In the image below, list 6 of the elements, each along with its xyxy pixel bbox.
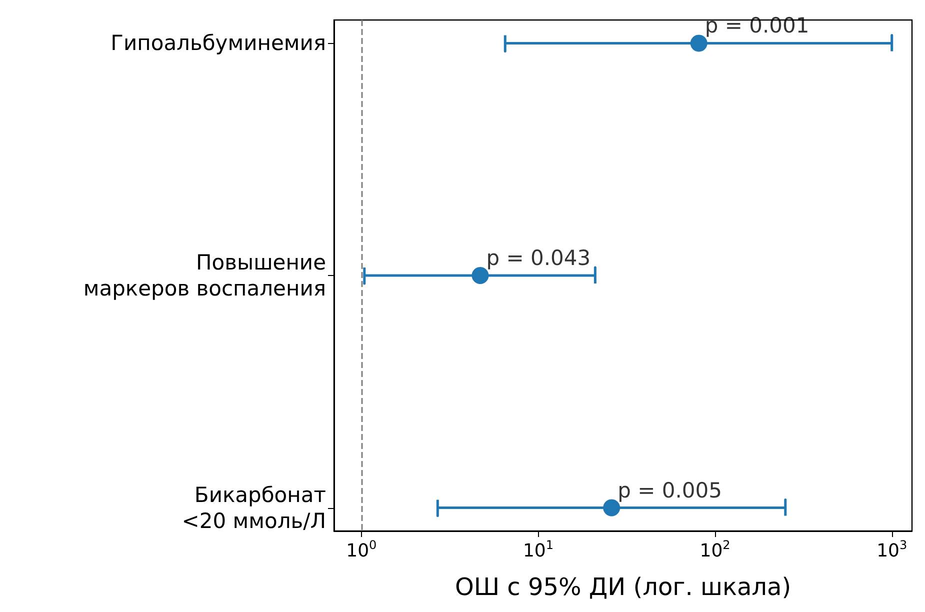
x-axis-title: ОШ с 95% ДИ (лог. шкала)	[454, 573, 792, 601]
annotation: p = 0.005	[618, 478, 722, 502]
y-tick-label: Бикарбонат <20 ммоль/Л	[182, 482, 326, 533]
annotation: p = 0.043	[486, 246, 591, 270]
y-tick-label: Гипоальбуминемия	[110, 31, 326, 56]
y-tick-label: Повышение маркеров воспаления	[83, 250, 326, 300]
